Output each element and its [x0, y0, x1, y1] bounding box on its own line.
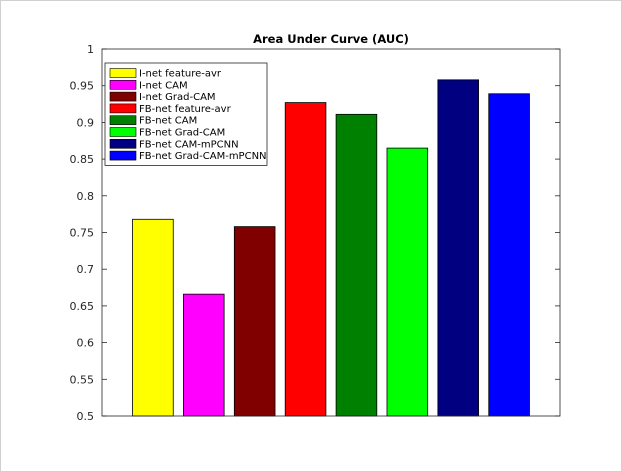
legend-entry: I-net feature-avr: [139, 69, 222, 80]
legend-entry: I-net Grad-CAM: [139, 92, 216, 103]
y-tick-label: 0.85: [70, 153, 95, 166]
y-tick-label: 0.9: [77, 116, 95, 129]
y-tick-label: 0.55: [70, 373, 95, 386]
bar-3: [233, 226, 276, 417]
y-tick-label: 0.8: [77, 190, 95, 203]
chart-title: Area Under Curve (AUC): [253, 32, 409, 46]
y-tick-label: 1: [87, 43, 94, 56]
y-tick-label: 0.75: [70, 227, 95, 240]
y-tick-label: 0.5: [77, 410, 95, 423]
y-tick-label: 0.95: [70, 80, 95, 93]
legend-swatch: [109, 115, 137, 125]
legend-entry: FB-net Grad-CAM-mPCNN: [139, 151, 267, 162]
bar-4: [284, 102, 327, 417]
bars-group: [132, 79, 530, 417]
bar-8: [488, 93, 530, 417]
plot-frame: [101, 48, 561, 417]
legend-entry: FB-net Grad-CAM: [139, 128, 225, 139]
legend-entry: I-net CAM: [139, 80, 188, 91]
legend-swatch: [109, 91, 137, 102]
bar-5: [335, 113, 378, 417]
legend-swatch: [109, 127, 137, 137]
legend-entry: FB-net feature-avr: [139, 104, 232, 115]
bar-6: [386, 147, 429, 417]
legend-swatch: [109, 103, 137, 114]
bar-1: [132, 218, 174, 417]
legend-swatch: [109, 68, 137, 78]
legend-entry: FB-net CAM: [139, 116, 197, 127]
y-tick-label: 0.7: [77, 263, 95, 276]
legend-swatch: [109, 80, 137, 90]
legend-swatch: [109, 139, 137, 149]
legend-entry: FB-net CAM-mPCNN: [139, 139, 239, 150]
legend-swatch: [109, 150, 137, 161]
bar-2: [183, 293, 225, 417]
bar-7: [437, 79, 479, 417]
y-tick-label: 0.6: [77, 337, 95, 350]
y-tick-label: 0.65: [70, 300, 95, 313]
